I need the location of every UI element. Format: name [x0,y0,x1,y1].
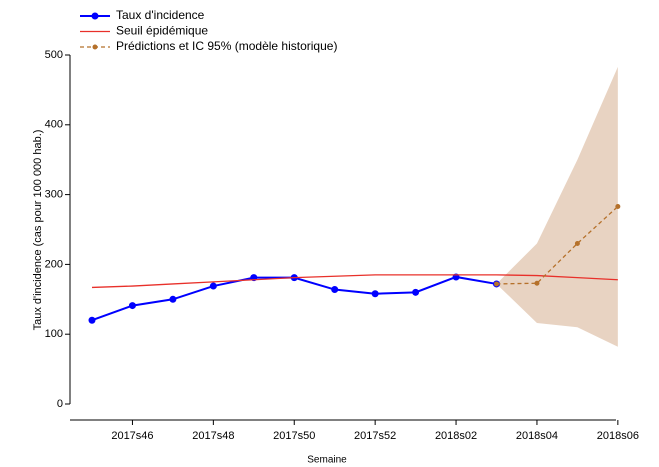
legend-marker [91,12,99,20]
y-tick-label: 0 [57,398,63,410]
data-point [412,288,420,296]
x-tick-label: 2017s50 [273,430,315,442]
x-tick-label: 2017s46 [111,430,153,442]
legend-label: Seuil épidémique [116,24,208,38]
series-line [91,274,618,289]
data-point [128,302,136,310]
data-point [88,316,96,324]
x-tick-label: 2018s06 [597,430,639,442]
data-point [615,203,621,209]
series-line [91,275,497,322]
y-tick-label: 300 [45,189,63,201]
x-axis-label: Semaine [307,455,347,466]
y-axis-label: Taux d'incidence (cas pour 100 000 hab.) [32,130,44,331]
legend-label: Taux d'incidence [116,8,205,22]
plot [88,66,621,347]
x-tick-label: 2018s04 [516,430,558,442]
x-tick-label: 2017s52 [354,430,396,442]
y-tick-label: 200 [45,258,63,270]
legend-label: Prédictions et IC 95% (modèle historique… [116,39,337,53]
data-point [574,240,580,246]
data-point [331,286,339,294]
legend-marker [92,44,98,50]
y-tick-label: 100 [45,328,63,340]
y-tick-label: 500 [45,49,63,61]
data-point [209,282,217,290]
data-point [371,290,379,298]
x-tick-label: 2018s02 [435,430,477,442]
data-point [169,295,177,303]
data-point [494,281,499,287]
confidence-band [496,66,618,347]
y-tick-label: 400 [45,119,63,131]
data-point [534,280,540,286]
x-tick-label: 2017s48 [192,430,234,442]
